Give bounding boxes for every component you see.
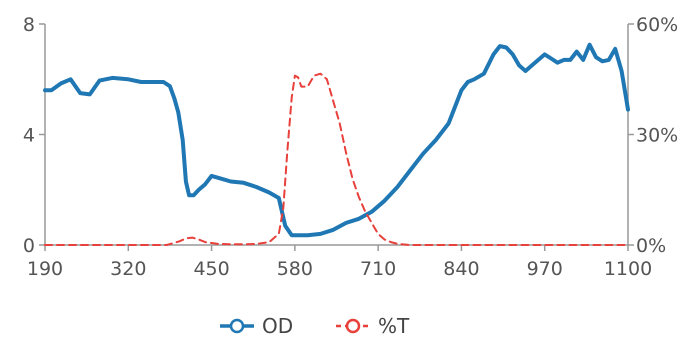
x-tick-label: 840 xyxy=(443,258,479,280)
legend-label: %T xyxy=(378,314,410,338)
right-axis: 0% 30% 60% xyxy=(628,14,678,257)
legend-item-od[interactable]: OD xyxy=(220,314,293,338)
series-layer xyxy=(43,42,630,246)
x-tick-label: 1100 xyxy=(604,258,652,280)
x-tick-label: 580 xyxy=(277,258,313,280)
plot-area: 0 4 8 0% 30% 60% 190 320 450 580 710 840 970 1100 xyxy=(23,14,678,280)
left-tick-label: 0 xyxy=(23,235,35,257)
x-tick-label: 970 xyxy=(527,258,563,280)
left-axis: 0 4 8 xyxy=(23,14,45,257)
left-tick-label: 8 xyxy=(23,14,35,36)
legend-marker xyxy=(229,318,245,334)
legend-label: OD xyxy=(262,314,293,338)
legend: OD %T xyxy=(220,314,410,338)
x-tick-label: 190 xyxy=(27,258,63,280)
x-tick-label: 710 xyxy=(360,258,396,280)
left-tick-label: 4 xyxy=(23,125,35,147)
legend-item-transmittance[interactable]: %T xyxy=(336,314,410,338)
legend-marker xyxy=(345,318,361,334)
right-tick-label: 0% xyxy=(636,235,666,257)
right-tick-label: 60% xyxy=(636,14,678,36)
x-tick-label: 320 xyxy=(110,258,146,280)
series-od-line xyxy=(43,42,630,238)
right-tick-label: 30% xyxy=(636,125,678,147)
series-transmittance-line xyxy=(44,72,629,246)
x-tick-label: 450 xyxy=(193,258,229,280)
x-axis: 190 320 450 580 710 840 970 1100 xyxy=(27,245,652,280)
